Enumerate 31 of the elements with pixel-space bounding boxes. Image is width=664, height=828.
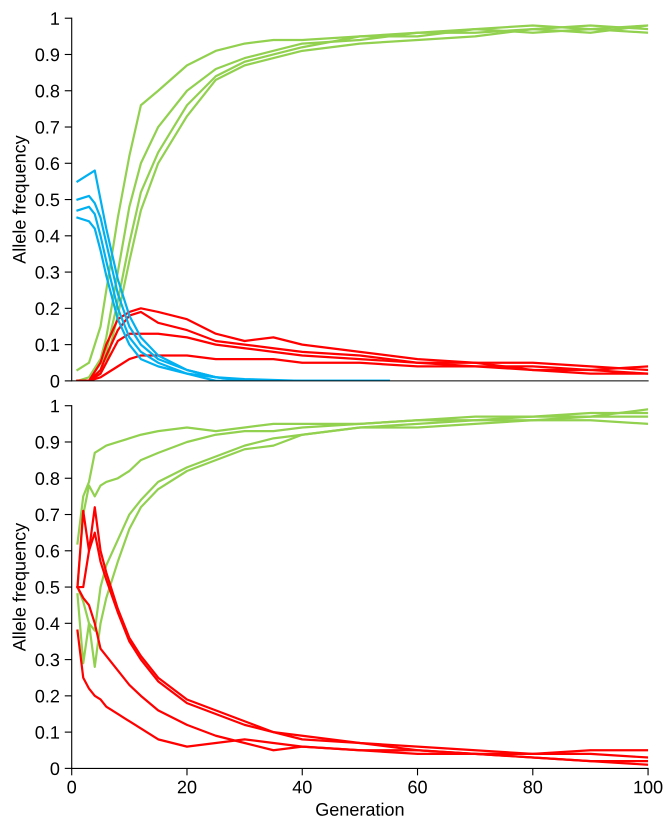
x-tick-label: 60 [408, 780, 427, 794]
x-tick-label: 40 [292, 780, 312, 794]
x-tick-label: 100 [634, 780, 662, 794]
y-tick-label: 0.6 [36, 544, 60, 558]
y-axis-title: Allele frequency [12, 135, 30, 264]
y-tick-label: 0 [50, 374, 60, 388]
y-tick-label: 0.5 [36, 580, 60, 594]
y-tick-label: 0.1 [36, 338, 60, 352]
y-tick-label: 0.4 [36, 617, 60, 630]
y-tick-label: 1 [51, 400, 60, 412]
y-tick-label: 1 [51, 12, 60, 25]
y-tick-label: 0 [50, 762, 60, 776]
y-tick-label: 0.5 [36, 193, 60, 206]
x-tick-label: 20 [178, 780, 196, 794]
y-tick-label: 0.7 [36, 120, 59, 134]
y-tick-label: 0.3 [36, 266, 60, 279]
x-tick-label: 0 [67, 780, 76, 794]
y-tick-label: 0.3 [36, 654, 60, 666]
y-tick-label: 0.2 [36, 690, 59, 703]
y-tick-label: 0.1 [36, 726, 60, 739]
x-tick-label: 80 [524, 780, 542, 794]
y-tick-label: 0.9 [36, 48, 60, 62]
y-tick-label: 0.9 [36, 436, 60, 449]
y-tick-label: 0.4 [36, 230, 60, 243]
y-axis-title: Allele frequency [12, 522, 30, 652]
y-tick-label: 0.8 [36, 472, 60, 485]
y-tick-label: 0.2 [36, 302, 59, 316]
y-tick-label: 0.7 [36, 508, 59, 522]
y-tick-label: 0.8 [36, 84, 60, 98]
x-axis-title: Generation [316, 802, 404, 816]
y-tick-label: 0.6 [36, 157, 60, 170]
